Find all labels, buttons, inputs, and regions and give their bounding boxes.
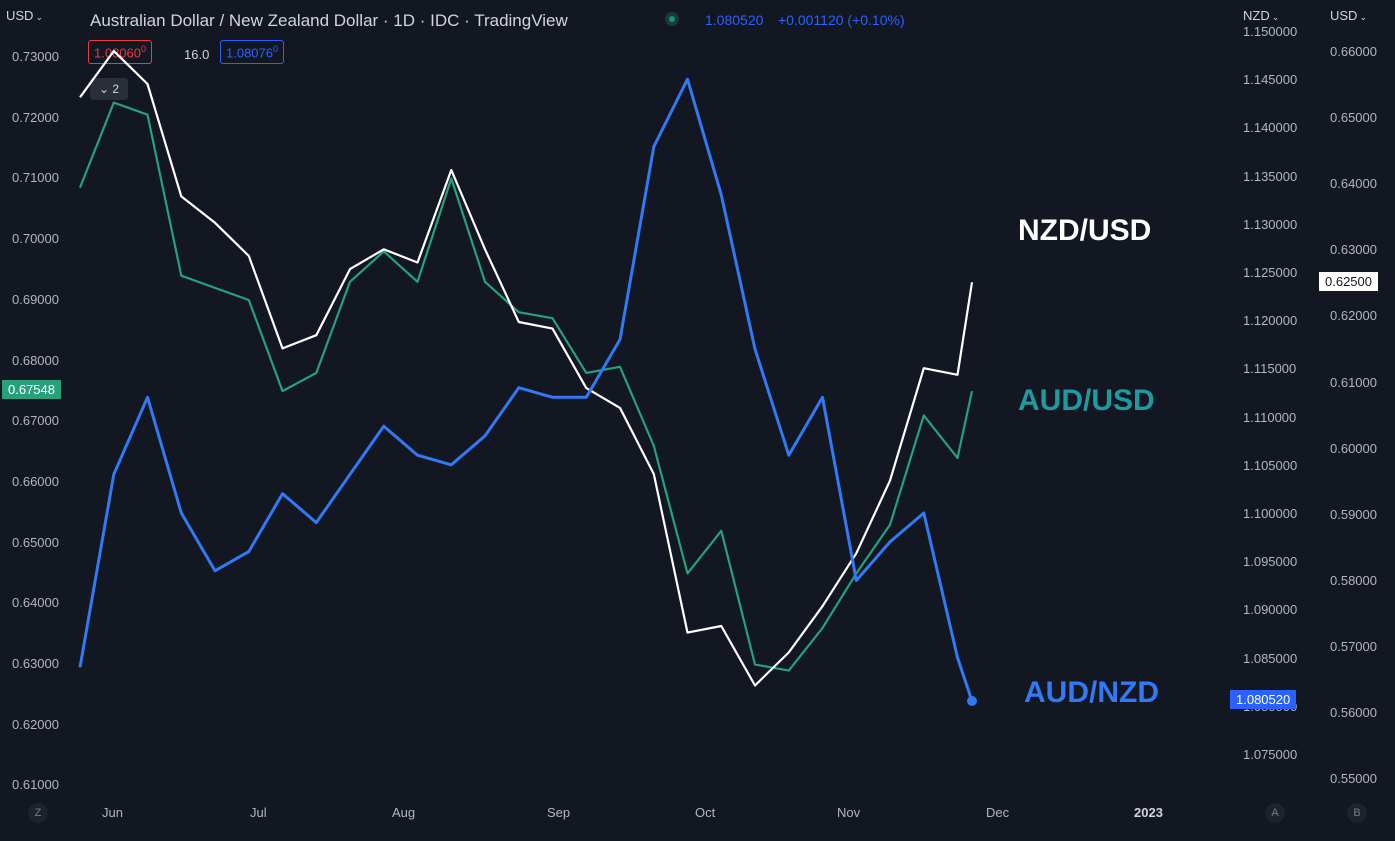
audnzd-line (78, 77, 974, 702)
right1-currency-selector[interactable]: NZD ⌄ (1243, 8, 1280, 23)
left-axis-tick: 0.71000 (12, 170, 59, 186)
time-axis-tick: Dec (986, 805, 1010, 820)
chevron-down-icon: ⌄ (98, 82, 113, 96)
right2-axis-tick: 0.60000 (1330, 440, 1377, 456)
auto-scale-button-b[interactable]: B (1347, 803, 1367, 823)
right2-axis-tick: 0.64000 (1330, 176, 1377, 192)
right1-axis-tick: 1.100000 (1243, 506, 1298, 521)
sell-price-box[interactable]: 1.080600 (88, 40, 153, 65)
chevron-down-icon: ⌄ (1271, 12, 1280, 22)
right2-axis-tick: 0.62000 (1330, 308, 1377, 324)
right2-axis-tick: 0.57000 (1330, 638, 1377, 654)
right2-axis-tick: 0.58000 (1330, 572, 1377, 588)
right1-axis-tick: 1.085000 (1243, 650, 1298, 666)
market-status-icon[interactable] (665, 12, 679, 26)
left-axis-tick: 0.73000 (12, 49, 59, 64)
price-change: +0.001120 (+0.10%) (778, 12, 905, 28)
left-axis-tick: 0.72000 (12, 109, 59, 125)
right1-axis-tick: 1.115000 (1243, 361, 1297, 377)
audusd-label: AUD/USD (1018, 384, 1155, 417)
left-axis-tick: 0.69000 (12, 291, 59, 307)
right1-axis-tick: 1.145000 (1243, 72, 1298, 88)
right1-axis-tick: 1.090000 (1243, 602, 1298, 618)
time-axis-tick: Jun (102, 805, 123, 820)
right1-axis-tick: 1.125000 (1243, 265, 1298, 280)
right1-axis-tick: 1.095000 (1243, 554, 1298, 570)
left-axis-tick: 0.66000 (12, 473, 59, 489)
collapse-indicators-button[interactable]: ⌄ 2 (90, 78, 128, 100)
right2-axis-tick: 0.63000 (1330, 242, 1377, 258)
spread-value: 16.0 (184, 47, 210, 62)
audnzd-last-point (967, 695, 977, 706)
left-axis-tick: 0.70000 (12, 231, 59, 247)
right1-axis-tick: 1.105000 (1243, 457, 1298, 473)
chart-title: Australian Dollar / New Zealand Dollar ·… (90, 11, 568, 30)
right1-axis-tick: 1.075000 (1243, 747, 1298, 762)
nzdusd-line (79, 49, 974, 687)
right2-axis-tick: 0.56000 (1330, 705, 1377, 720)
left-axis-tick: 0.63000 (12, 656, 59, 671)
time-axis-tick: Nov (837, 805, 861, 820)
last-price: 1.080520 (705, 12, 764, 28)
buy-price-box[interactable]: 1.080760 (220, 40, 285, 65)
right1-axis-tick: 1.130000 (1243, 216, 1298, 232)
audusd-line (78, 101, 974, 672)
right1-axis-tick: 1.140000 (1243, 120, 1298, 136)
time-axis-tick: Aug (392, 805, 416, 820)
time-axis-tick: Oct (695, 805, 716, 820)
nzdusd-label: NZD/USD (1018, 214, 1152, 247)
right2-axis-tick: 0.59000 (1330, 506, 1377, 522)
left-axis-tick: 0.68000 (12, 352, 59, 368)
time-axis-tick: Sep (547, 805, 571, 820)
chevron-down-icon: ⌄ (1359, 12, 1367, 22)
right2-axis-tick: 0.65000 (1330, 110, 1377, 126)
zoom-reset-button[interactable]: Z (28, 803, 48, 823)
right1-axis-tick: 1.150000 (1243, 24, 1298, 39)
left-axis-tick: 0.67000 (12, 413, 59, 429)
time-axis-tick: 2023 (1134, 805, 1163, 820)
right2-axis-tick: 0.61000 (1330, 374, 1377, 390)
right1-axis-tick: 1.120000 (1243, 313, 1298, 329)
left-axis-tick: 0.62000 (12, 716, 59, 732)
left-axis-tick: 0.64000 (12, 595, 59, 611)
nzdusd-price-tag: 0.62500 (1319, 272, 1378, 291)
right2-axis-tick: 0.66000 (1330, 44, 1377, 59)
auto-scale-button[interactable]: A (1265, 803, 1285, 823)
right2-axis-tick: 0.55000 (1330, 771, 1377, 787)
left-axis-tick: 0.61000 (12, 777, 59, 793)
right1-axis-tick: 1.110000 (1243, 409, 1297, 425)
audnzd-price-tag: 1.080520 (1230, 690, 1297, 709)
left-currency-selector[interactable]: USD ⌄ (6, 8, 43, 23)
chevron-down-icon: ⌄ (35, 12, 43, 22)
right1-axis-tick: 1.135000 (1243, 168, 1298, 184)
left-axis-tick: 0.65000 (12, 534, 59, 550)
right2-currency-selector[interactable]: USD ⌄ (1330, 8, 1367, 23)
time-axis-tick: Jul (250, 805, 267, 820)
audusd-price-tag: 0.67548 (2, 380, 61, 399)
audnzd-label: AUD/NZD (1024, 676, 1159, 709)
